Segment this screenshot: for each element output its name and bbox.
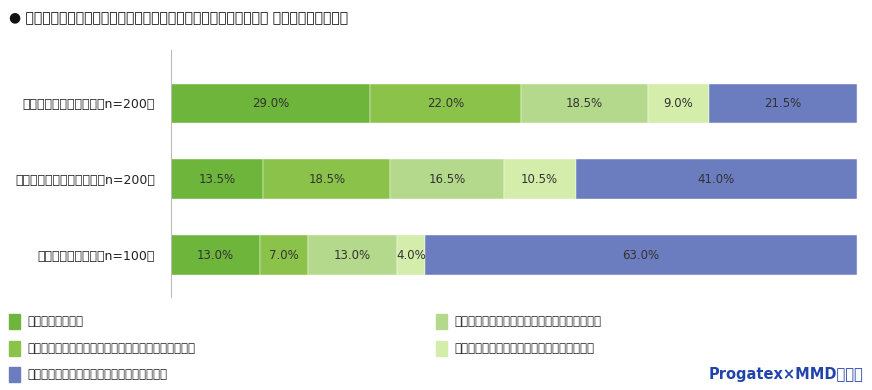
Bar [710,83,857,123]
Text: Progatex×MMD研究所: Progatex×MMD研究所 [709,367,863,382]
Text: 9.0%: 9.0% [664,97,693,110]
Bar [398,236,425,275]
Text: 過去に実施しており、再度実施を検討している: 過去に実施しており、再度実施を検討している [454,315,602,328]
Bar [308,236,398,275]
Text: 18.5%: 18.5% [309,173,345,186]
Bar [263,160,391,199]
Text: 29.0%: 29.0% [252,97,289,110]
Bar [425,236,857,275]
Text: 18.5%: 18.5% [566,97,603,110]
Text: 実施したことはないが、実施を検討している: 実施したことはないが、実施を検討している [454,342,595,355]
Bar [391,160,504,199]
Bar [576,160,857,199]
Text: ● 社員へのデジタルスキルアップのための講師がいる研修について ＾企業規模、役職別: ● 社員へのデジタルスキルアップのための講師がいる研修について ＾企業規模、役職… [9,12,348,26]
Bar [504,160,576,199]
Text: 13.5%: 13.5% [199,173,235,186]
Bar [370,83,521,123]
Text: 21.5%: 21.5% [765,97,802,110]
Bar [521,83,648,123]
Bar [171,236,260,275]
Text: 41.0%: 41.0% [698,173,735,186]
Bar [171,83,370,123]
Bar [648,83,710,123]
Text: 現在実施している: 現在実施している [27,315,83,328]
Text: 16.5%: 16.5% [428,173,466,186]
Text: 10.5%: 10.5% [521,173,558,186]
Bar [260,236,308,275]
Text: 過去に実施しているが、今後の実施は検討していない: 過去に実施しているが、今後の実施は検討していない [27,342,195,355]
Text: 4.0%: 4.0% [396,249,426,262]
Text: 63.0%: 63.0% [623,249,659,262]
Text: 13.0%: 13.0% [197,249,234,262]
Text: 実施したことはなく、実施も検討していない: 実施したことはなく、実施も検討していない [27,368,167,381]
Text: 13.0%: 13.0% [334,249,371,262]
Text: 22.0%: 22.0% [426,97,464,110]
Text: 7.0%: 7.0% [269,249,299,262]
Bar [171,160,263,199]
